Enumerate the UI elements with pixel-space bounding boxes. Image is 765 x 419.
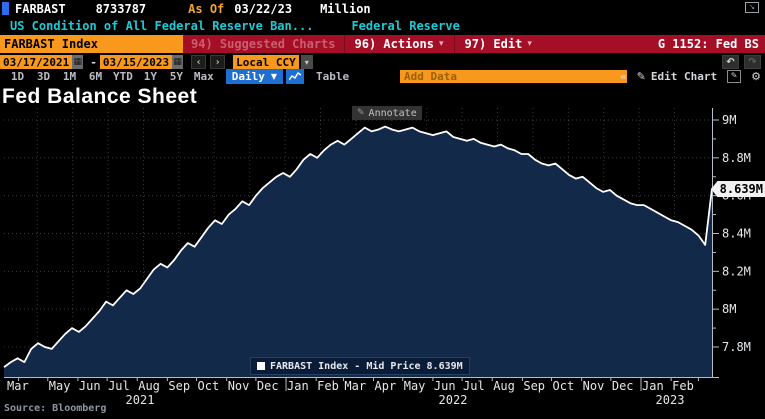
as-of-date: 03/22/23 — [234, 1, 293, 16]
area-fill — [4, 126, 712, 377]
svg-text:Oct: Oct — [553, 379, 575, 393]
svg-text:Dec: Dec — [257, 379, 279, 393]
edit-chart-button[interactable]: ✎ Edit Chart — [636, 70, 718, 83]
period-button-3d[interactable]: 3D — [36, 70, 51, 83]
svg-text:7.8M: 7.8M — [722, 340, 751, 354]
date-separator: - — [90, 55, 97, 69]
title-bar: FARBAST 8733787 As Of 03/22/23 Million — [0, 0, 765, 17]
as-of-label: As Of — [188, 1, 225, 16]
gear-icon[interactable]: ⚙ — [751, 70, 761, 83]
pop-out-icon[interactable]: ↘ — [745, 2, 759, 13]
svg-text:Jun: Jun — [434, 379, 456, 393]
period-button-ytd[interactable]: YTD — [113, 70, 133, 83]
pencil-icon: ✎ — [357, 108, 365, 118]
security-field[interactable]: FARBAST Index — [0, 35, 183, 53]
svg-text:Sep: Sep — [523, 379, 545, 393]
svg-text:Jan: Jan — [642, 379, 664, 393]
svg-text:Jan: Jan — [287, 379, 309, 393]
price-line — [3, 125, 713, 368]
svg-text:8M: 8M — [722, 302, 736, 316]
security-color-tag — [2, 2, 9, 15]
svg-text:Dec: Dec — [612, 379, 634, 393]
svg-text:Aug: Aug — [138, 379, 160, 393]
security-source: Federal Reserve — [351, 18, 460, 33]
undo-icon[interactable]: ↶ — [722, 55, 739, 69]
svg-text:Jul: Jul — [463, 379, 485, 393]
ticker: FARBAST — [15, 1, 66, 16]
actions-menu-button[interactable]: 96) Actions ▾ — [343, 35, 454, 53]
annotate-tool-icon[interactable]: ✎ — [727, 70, 742, 83]
pencil-icon: ✎ — [636, 70, 646, 83]
currency-select[interactable]: Local CCY — [233, 55, 299, 69]
table-button[interactable]: Table — [316, 70, 350, 83]
collapse-toolbar-button[interactable]: « — [620, 70, 627, 83]
svg-text:Jul: Jul — [108, 379, 130, 393]
chart-legend: FARBAST Index - Mid Price 8.639M — [250, 357, 470, 375]
source-attribution: Source: Bloomberg — [4, 403, 107, 414]
unit-label: Million — [320, 1, 371, 16]
period-buttons: 1D 3D 1M 6M YTD 1Y 5Y Max — [0, 70, 214, 83]
date-range-row: 03/17/2021 ▦ - 03/15/2023 ▦ ‹ › Local CC… — [0, 55, 765, 69]
svg-text:Mar: Mar — [344, 379, 366, 393]
svg-text:8.8M: 8.8M — [722, 151, 751, 165]
svg-text:Apr: Apr — [375, 379, 397, 393]
svg-text:2023: 2023 — [656, 393, 685, 407]
chart-style-button[interactable] — [286, 69, 305, 84]
shift-range-forward-button[interactable]: › — [210, 55, 226, 69]
chevron-down-icon: ▾ — [527, 39, 532, 49]
svg-text:Jun: Jun — [79, 379, 101, 393]
svg-text:Mar: Mar — [7, 379, 29, 393]
chevron-down-icon: ▼ — [270, 72, 278, 81]
calendar-icon[interactable]: ▦ — [72, 55, 84, 69]
svg-text:Oct: Oct — [198, 379, 220, 393]
period-button-1m[interactable]: 1M — [62, 70, 77, 83]
period-button-6m[interactable]: 6M — [88, 70, 103, 83]
svg-text:9M: 9M — [722, 113, 736, 127]
svg-text:Nov: Nov — [583, 379, 605, 393]
suggested-charts-button[interactable]: 94) Suggested Charts — [191, 37, 336, 51]
date-to-input[interactable]: 03/15/2023 — [99, 55, 173, 69]
period-button-1y[interactable]: 1Y — [143, 70, 157, 83]
svg-text:May: May — [404, 379, 426, 393]
svg-text:Nov: Nov — [228, 379, 250, 393]
currency-dropdown-arrow[interactable]: ▾ — [300, 55, 313, 69]
chart-axes — [4, 108, 719, 391]
svg-text:Feb: Feb — [317, 379, 339, 393]
legend-label: FARBAST Index - Mid Price 8.639M — [270, 360, 463, 372]
edit-menu-button[interactable]: 97) Edit ▾ — [453, 35, 542, 53]
period-button-5y[interactable]: 5Y — [169, 70, 183, 83]
annotate-button[interactable]: ✎ Annotate — [352, 106, 422, 120]
add-data-input[interactable]: Add Data — [400, 70, 627, 83]
function-toolbar: FARBAST Index 94) Suggested Charts 96) A… — [0, 35, 765, 53]
svg-text:8.4M: 8.4M — [722, 227, 751, 241]
chart-tools: « ✎ Edit Chart ✎ ⚙ — [610, 69, 761, 84]
description-bar: US Condition of All Federal Reserve Ban.… — [0, 17, 765, 34]
shift-range-back-button[interactable]: ‹ — [191, 55, 207, 69]
svg-text:8.2M: 8.2M — [722, 264, 751, 278]
last-price-flag: 8.639M — [711, 181, 765, 197]
legend-swatch — [257, 362, 265, 370]
ticker-value: 8733787 — [95, 1, 147, 16]
svg-text:Aug: Aug — [493, 379, 515, 393]
security-description: US Condition of All Federal Reserve Ban.… — [10, 18, 314, 33]
svg-text:Feb: Feb — [672, 379, 694, 393]
svg-text:2022: 2022 — [439, 393, 468, 407]
chart-id-label: G 1152: Fed BS — [657, 37, 759, 51]
svg-text:May: May — [49, 379, 71, 393]
period-button-max[interactable]: Max — [193, 70, 214, 83]
svg-text:2021: 2021 — [126, 393, 155, 407]
chart-title: Fed Balance Sheet — [2, 85, 198, 108]
period-button-1d[interactable]: 1D — [10, 70, 25, 83]
redo-icon[interactable]: ↷ — [744, 55, 761, 69]
period-toolbar: 1D 3D 1M 6M YTD 1Y 5Y Max Daily ▼ Table Add Dat… — [0, 69, 765, 84]
frequency-select[interactable]: Daily ▼ — [225, 69, 284, 84]
date-from-input[interactable]: 03/17/2021 — [0, 55, 73, 69]
chevron-down-icon: ▾ — [438, 39, 444, 49]
line-chart-icon — [289, 71, 302, 80]
calendar-icon[interactable]: ▦ — [172, 55, 184, 69]
svg-text:Sep: Sep — [168, 379, 190, 393]
